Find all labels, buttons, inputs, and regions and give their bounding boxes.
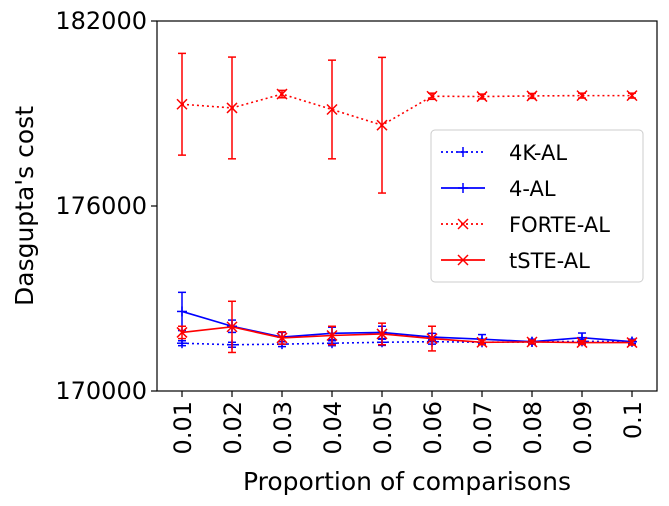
x-tick-label: 0.04 — [319, 401, 347, 454]
y-axis-label: Dasgupta's cost — [10, 106, 39, 306]
data-point — [626, 90, 638, 102]
data-point — [177, 338, 187, 349]
data-point — [476, 336, 488, 348]
data-point — [326, 103, 338, 116]
data-point — [326, 329, 338, 342]
data-point — [176, 326, 188, 338]
data-point — [576, 90, 588, 102]
series-tste-al — [176, 300, 638, 354]
legend-box — [430, 129, 644, 283]
data-point — [176, 98, 188, 110]
data-point — [276, 332, 288, 344]
x-tick-label: 0.06 — [419, 401, 447, 454]
x-tick-label: 0.03 — [269, 401, 297, 454]
x-axis-ticks: 0.01 0.02 0.03 0.04 0.05 0.06 0.07 0.08 0.09 0.1 — [169, 391, 647, 454]
data-point — [226, 321, 238, 333]
data-point — [376, 119, 388, 131]
x-axis-label: Proportion of comparisons — [243, 467, 571, 496]
data-point — [376, 328, 388, 340]
series-line — [181, 326, 632, 344]
legend-entry: 4-AL — [441, 177, 556, 201]
x-tick-label: 0.08 — [519, 401, 547, 454]
y-tick-label: 182000 — [55, 7, 147, 35]
series-forte-al — [176, 52, 638, 194]
x-tick-label: 0.07 — [469, 401, 497, 454]
data-point — [276, 88, 288, 100]
legend-entry: 4K-AL — [441, 141, 567, 165]
x-tick-label: 0.02 — [219, 401, 247, 454]
data-point — [426, 90, 438, 102]
x-tick-label: 0.01 — [169, 401, 197, 454]
data-point — [426, 333, 438, 345]
series-layer — [176, 52, 638, 354]
y-tick-label: 176000 — [55, 192, 147, 220]
legend: 4K-AL 4-AL FORTE-AL tSTE-AL — [430, 129, 644, 283]
data-point — [626, 337, 638, 349]
data-point — [177, 306, 187, 317]
x-tick-label: 0.1 — [619, 401, 647, 439]
legend-marker — [457, 254, 469, 266]
legend-marker — [457, 218, 469, 230]
legend-label: FORTE-AL — [509, 213, 610, 237]
legend-label: tSTE-AL — [509, 249, 590, 273]
y-tick-label: 170000 — [55, 377, 147, 405]
series-line — [181, 93, 632, 127]
legend-marker — [458, 183, 468, 193]
data-point — [576, 337, 588, 349]
data-point — [476, 91, 488, 103]
legend-label: 4K-AL — [509, 141, 567, 165]
data-point — [526, 336, 538, 348]
legend-entry: FORTE-AL — [441, 213, 610, 237]
legend-entry: tSTE-AL — [441, 249, 590, 273]
legend-marker — [458, 147, 468, 157]
data-point — [526, 90, 538, 102]
y-axis-ticks: 170000 176000 182000 — [55, 7, 157, 405]
data-point — [226, 102, 238, 114]
x-tick-label: 0.09 — [569, 401, 597, 454]
x-tick-label: 0.05 — [369, 401, 397, 454]
legend-label: 4-AL — [509, 177, 556, 201]
